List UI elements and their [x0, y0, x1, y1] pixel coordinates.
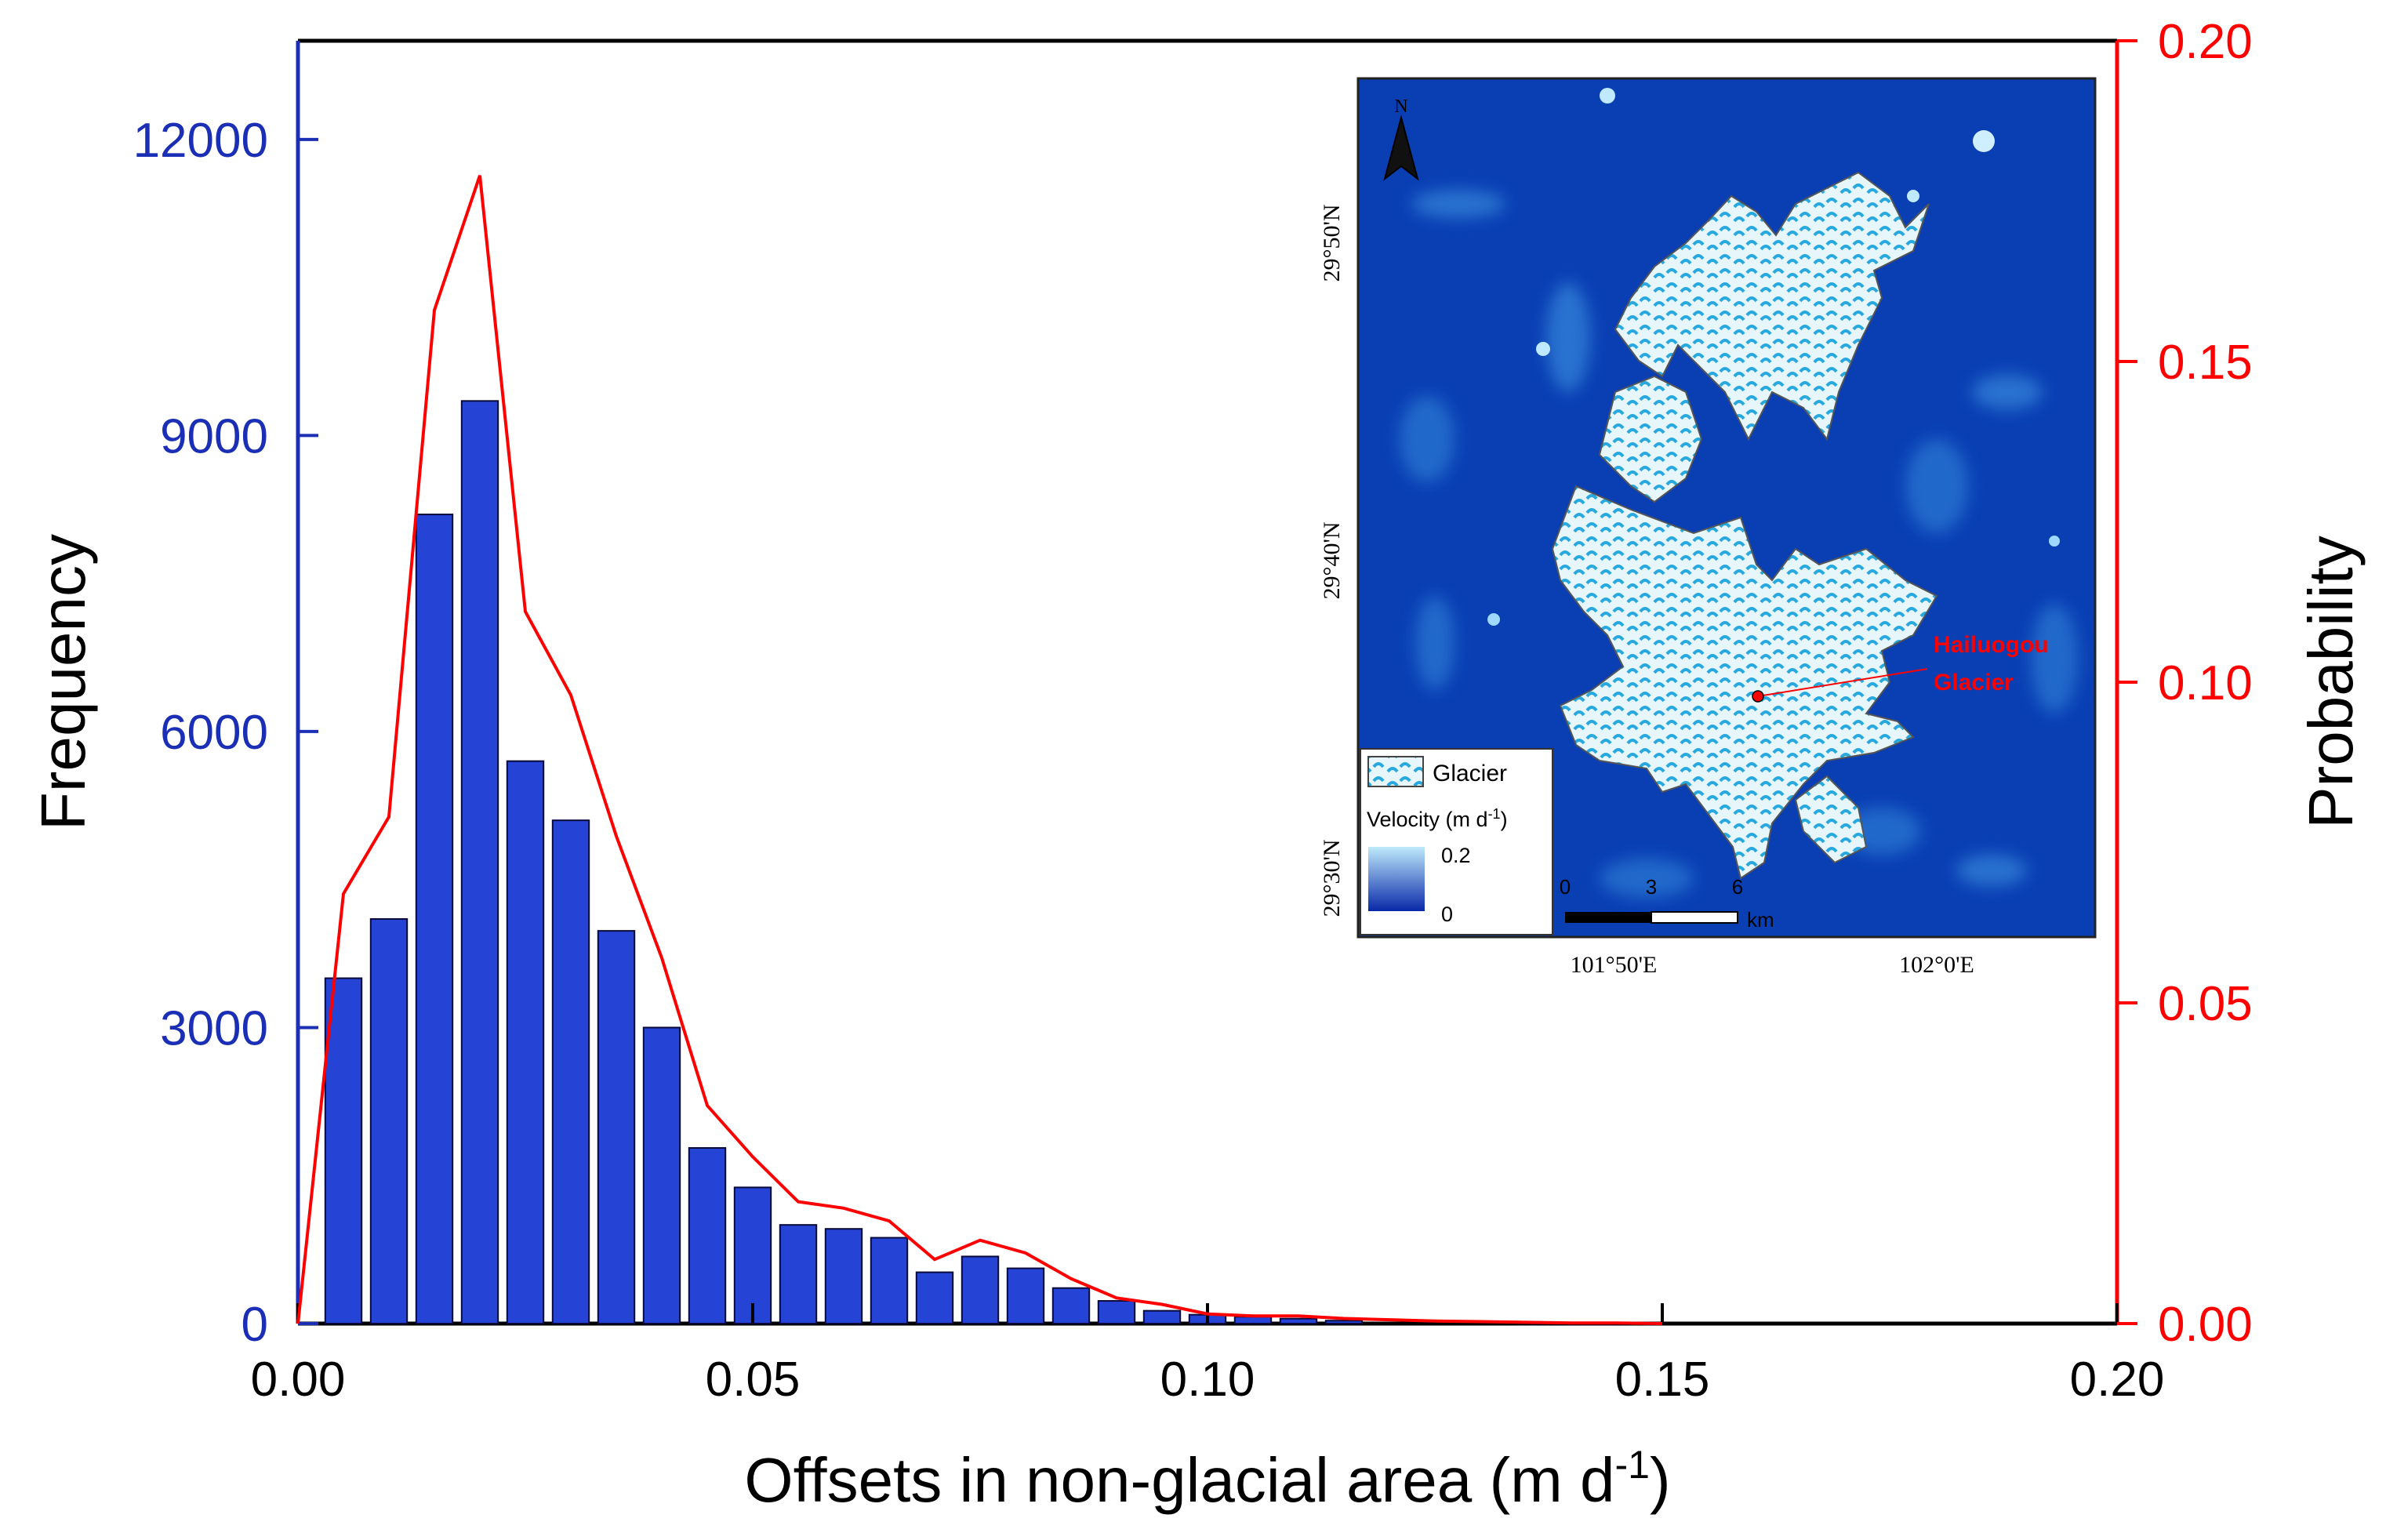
axis-ticks: 0.00 0.05 0.10 0.15 0.200300060009000120000.…	[133, 15, 2253, 1407]
scale-tick-3: 3	[1646, 875, 1657, 899]
scale-unit: km	[1747, 908, 1774, 932]
y-right-tick-label-0: 0.00	[2158, 1298, 2253, 1352]
bar-2	[415, 514, 454, 1324]
scale-bar: 0 3 6 km	[1560, 875, 1774, 932]
bar-1	[369, 918, 409, 1324]
bar-0	[324, 977, 363, 1324]
bar-6	[597, 930, 636, 1325]
y-left-tick-label-1: 3000	[160, 1001, 268, 1055]
y-right-tick-label-3: 0.15	[2158, 336, 2253, 390]
map-texture	[1400, 88, 2078, 898]
bar-5	[551, 819, 590, 1324]
x-tick-label-3: 0.15	[1615, 1353, 1710, 1407]
lat-label-2: 29°40'N	[1319, 521, 1345, 599]
frequency-bars	[324, 400, 1364, 1325]
legend-velocity-title: Velocity (m d-1)	[1367, 806, 1508, 831]
legend-glacier-swatch	[1367, 756, 1424, 787]
north-arrow-icon	[1383, 114, 1419, 181]
lat-label-3: 29°30'N	[1319, 839, 1345, 917]
x-tick-label-4: 0.20	[2070, 1353, 2165, 1407]
y-left-tick-label-0: 0	[242, 1298, 268, 1352]
bar-12	[870, 1237, 909, 1324]
y-right-tick-label-1: 0.05	[2158, 977, 2253, 1031]
velocity-min-label: 0	[1441, 903, 1453, 926]
lon-label-1: 101°50'E	[1571, 952, 1658, 978]
legend-glacier-label: Glacier	[1433, 761, 1507, 786]
x-tick-label-2: 0.10	[1160, 1353, 1255, 1407]
bar-8	[688, 1146, 727, 1325]
bar-21	[1279, 1317, 1318, 1324]
map-legend: Glacier Velocity (m d-1) 0.2 0	[1360, 748, 1553, 935]
y-right-tick-label-4: 0.20	[2158, 15, 2253, 69]
lon-label-2: 102°0'E	[1899, 952, 1974, 978]
scale-tick-6: 6	[1732, 875, 1743, 899]
scale-tick-0: 0	[1560, 875, 1571, 899]
probability-line	[296, 175, 1663, 1325]
x-tick-label-0: 0.00	[251, 1353, 346, 1407]
bar-11	[824, 1228, 863, 1325]
bar-9	[733, 1186, 772, 1324]
y-left-tick-label-4: 12000	[133, 114, 268, 168]
bar-10	[779, 1224, 818, 1324]
bar-3	[460, 400, 499, 1324]
y-left-tick-label-2: 6000	[160, 706, 268, 760]
scale-bar-segment-1	[1565, 912, 1651, 923]
bar-20	[1233, 1316, 1273, 1325]
velocity-colorbar	[1368, 847, 1425, 911]
x-tick-label-1: 0.05	[706, 1353, 801, 1407]
y-right-tick-label-2: 0.10	[2158, 656, 2253, 710]
bar-14	[961, 1255, 1000, 1324]
velocity-max-label: 0.2	[1441, 844, 1471, 867]
annotation-leader	[1757, 668, 1928, 697]
bar-7	[642, 1026, 681, 1324]
bar-22	[1324, 1320, 1364, 1324]
y-axis-title-left: Frequency	[28, 534, 98, 830]
lat-label-1: 29°50'N	[1319, 204, 1345, 281]
north-label: N	[1394, 96, 1407, 117]
annotation-label-line1: Hailuogou	[1934, 632, 2049, 658]
hailuogou-annotation: Hailuogou Glacier	[1752, 632, 2049, 703]
bar-17	[1097, 1300, 1136, 1325]
bar-13	[915, 1271, 954, 1325]
scale-bar-segment-2	[1651, 911, 1738, 924]
glacier-area	[1551, 171, 1938, 880]
y-left-tick-label-3: 9000	[160, 409, 268, 463]
y-axis-title-right: Probability	[2296, 536, 2366, 829]
annotation-point	[1752, 690, 1764, 703]
annotation-label-line2: Glacier	[1934, 670, 2014, 696]
north-arrow: N	[1383, 96, 1419, 181]
bar-18	[1142, 1309, 1182, 1325]
x-axis-title: Offsets in non-glacial area (m d-1)	[744, 1443, 1670, 1515]
bar-16	[1051, 1287, 1091, 1325]
inset-map: N 29°50'N 29°40'N 29°30'N 101°50'E 102°0…	[1319, 77, 2097, 978]
bar-15	[1006, 1267, 1045, 1324]
bar-4	[506, 760, 545, 1324]
